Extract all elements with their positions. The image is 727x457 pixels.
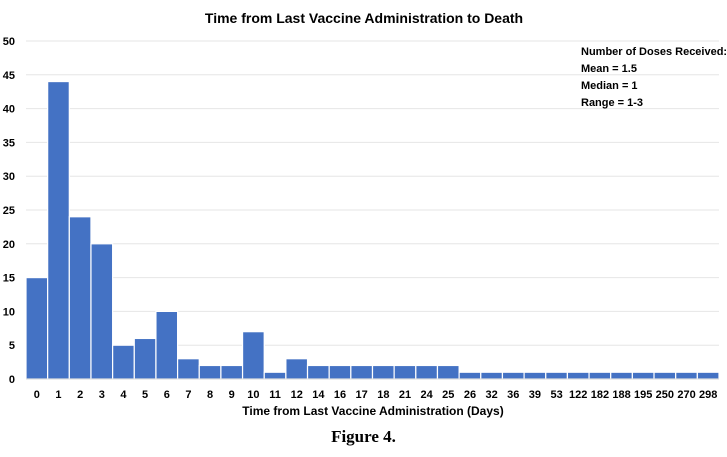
x-tick-label: 14: [312, 389, 325, 401]
x-tick-label: 0: [34, 389, 40, 401]
x-tick-label: 6: [164, 389, 170, 401]
x-tick-label: 250: [656, 389, 674, 401]
x-tick-label: 8: [207, 389, 213, 401]
x-tick-label: 53: [550, 389, 562, 401]
y-tick-label: 40: [3, 104, 15, 116]
y-tick-label: 15: [3, 273, 15, 285]
x-tick-label: 21: [399, 389, 411, 401]
x-tick-label: 39: [529, 389, 541, 401]
x-tick-label: 298: [699, 389, 717, 401]
bar: [675, 371, 698, 380]
x-tick-label: 18: [377, 389, 389, 401]
x-tick-label: 11: [269, 389, 281, 401]
y-axis-ticks: 0 5 10 15 20 25 30 35 40 45 50: [3, 36, 15, 386]
bar: [566, 371, 590, 380]
bar: [285, 358, 309, 380]
x-tick-label: 10: [247, 389, 259, 401]
bar: [90, 243, 114, 380]
x-tick-label: 25: [442, 389, 454, 401]
bar: [653, 371, 677, 380]
y-tick-label: 20: [3, 239, 15, 251]
x-tick-label: 3: [99, 389, 105, 401]
bar: [545, 371, 569, 380]
bar: [588, 371, 612, 380]
bar: [176, 358, 200, 380]
bar: [241, 331, 265, 380]
bar: [610, 371, 633, 380]
x-tick-label: 17: [356, 389, 368, 401]
y-tick-label: 0: [9, 374, 15, 386]
bar: [198, 364, 222, 380]
bar: [523, 371, 547, 380]
bar: [68, 216, 92, 380]
x-tick-label: 4: [120, 389, 127, 401]
histogram-chart: Time from Last Vaccine Administration to…: [3, 10, 727, 418]
bar: [155, 310, 179, 380]
x-tick-label: 12: [291, 389, 303, 401]
y-tick-label: 35: [3, 137, 15, 149]
x-tick-label: 24: [421, 389, 434, 401]
x-tick-label: 7: [185, 389, 191, 401]
annotation-line-1: Number of Doses Received:: [581, 46, 727, 58]
bar: [328, 364, 352, 380]
x-axis-ticks: 0 1 2 3 4 5 6 7 8 9 10 11 12 14 16 17 18 21 24 25 26 32 36 39 53…: [34, 389, 718, 401]
x-tick-label: 26: [464, 389, 476, 401]
annotation-line-3: Median = 1: [581, 80, 638, 92]
x-tick-label: 2: [77, 389, 83, 401]
x-tick-label: 1: [55, 389, 61, 401]
bar: [133, 337, 157, 380]
bar: [480, 371, 504, 380]
bar: [415, 364, 439, 380]
bar: [263, 371, 287, 380]
stats-annotation: Number of Doses Received: Mean = 1.5 Med…: [581, 46, 727, 109]
bar: [47, 80, 70, 380]
bar: [696, 371, 720, 380]
y-tick-label: 30: [3, 171, 15, 183]
y-tick-label: 50: [3, 36, 15, 48]
x-tick-label: 9: [229, 389, 235, 401]
y-tick-label: 25: [3, 205, 15, 217]
bar: [306, 364, 330, 380]
bar: [393, 364, 417, 380]
annotation-line-4: Range = 1-3: [581, 97, 643, 109]
y-tick-label: 5: [9, 340, 15, 352]
bar: [501, 371, 525, 380]
x-tick-label: 188: [612, 389, 630, 401]
bar: [631, 371, 655, 380]
x-tick-label: 270: [677, 389, 695, 401]
x-tick-label: 32: [485, 389, 497, 401]
bar: [112, 344, 135, 380]
x-tick-label: 122: [569, 389, 587, 401]
chart-title: Time from Last Vaccine Administration to…: [205, 10, 523, 26]
x-tick-label: 16: [334, 389, 346, 401]
figure-caption: Figure 4.: [331, 427, 396, 446]
x-tick-label: 182: [591, 389, 609, 401]
bars: [25, 80, 720, 380]
x-tick-label: 195: [634, 389, 652, 401]
x-tick-label: 5: [142, 389, 148, 401]
x-axis-title: Time from Last Vaccine Administration (D…: [242, 404, 503, 418]
bar: [220, 364, 244, 380]
bar: [436, 364, 460, 380]
y-tick-label: 10: [3, 306, 15, 318]
x-tick-label: 36: [507, 389, 519, 401]
annotation-line-2: Mean = 1.5: [581, 63, 637, 75]
y-tick-label: 45: [3, 70, 15, 82]
grid-lines: [26, 40, 719, 346]
bar: [371, 364, 395, 380]
bar: [458, 371, 482, 380]
bar: [350, 364, 374, 380]
bar: [25, 277, 49, 380]
